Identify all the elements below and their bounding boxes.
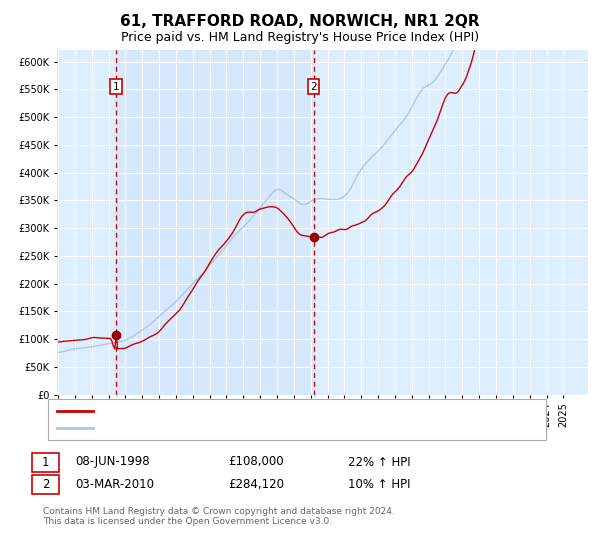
Text: 2: 2 (310, 82, 317, 92)
Text: £108,000: £108,000 (228, 455, 284, 469)
Text: 22% ↑ HPI: 22% ↑ HPI (348, 455, 410, 469)
Text: 03-MAR-2010: 03-MAR-2010 (75, 478, 154, 491)
Text: 61, TRAFFORD ROAD, NORWICH, NR1 2QR (detached house): 61, TRAFFORD ROAD, NORWICH, NR1 2QR (det… (102, 405, 439, 416)
Text: HPI: Average price, detached house, Norwich: HPI: Average price, detached house, Norw… (102, 423, 353, 433)
Text: 2: 2 (42, 478, 49, 491)
Text: Price paid vs. HM Land Registry's House Price Index (HPI): Price paid vs. HM Land Registry's House … (121, 31, 479, 44)
Text: 1: 1 (113, 82, 119, 92)
Bar (116, 50, 314, 395)
Text: 08-JUN-1998: 08-JUN-1998 (75, 455, 149, 469)
Text: £284,120: £284,120 (228, 478, 284, 491)
Text: 10% ↑ HPI: 10% ↑ HPI (348, 478, 410, 491)
Text: Contains HM Land Registry data © Crown copyright and database right 2024.
This d: Contains HM Land Registry data © Crown c… (43, 507, 395, 526)
Text: 61, TRAFFORD ROAD, NORWICH, NR1 2QR: 61, TRAFFORD ROAD, NORWICH, NR1 2QR (120, 14, 480, 29)
Text: 1: 1 (42, 455, 49, 469)
